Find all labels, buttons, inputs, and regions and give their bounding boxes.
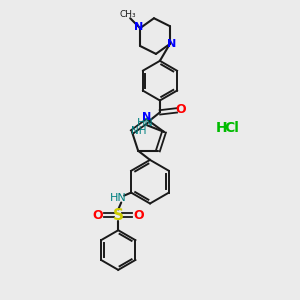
Text: Cl: Cl [224,121,239,135]
Text: O: O [92,209,103,222]
Text: N: N [142,112,152,122]
Text: N: N [167,39,176,49]
Text: H: H [215,121,227,135]
Text: HN: HN [137,118,153,128]
Text: N: N [134,22,144,32]
Text: NH: NH [131,126,147,136]
Text: O: O [134,209,144,222]
Text: HN: HN [110,193,127,202]
Text: S: S [113,208,124,223]
Text: O: O [176,103,186,116]
Text: CH₃: CH₃ [120,10,136,19]
